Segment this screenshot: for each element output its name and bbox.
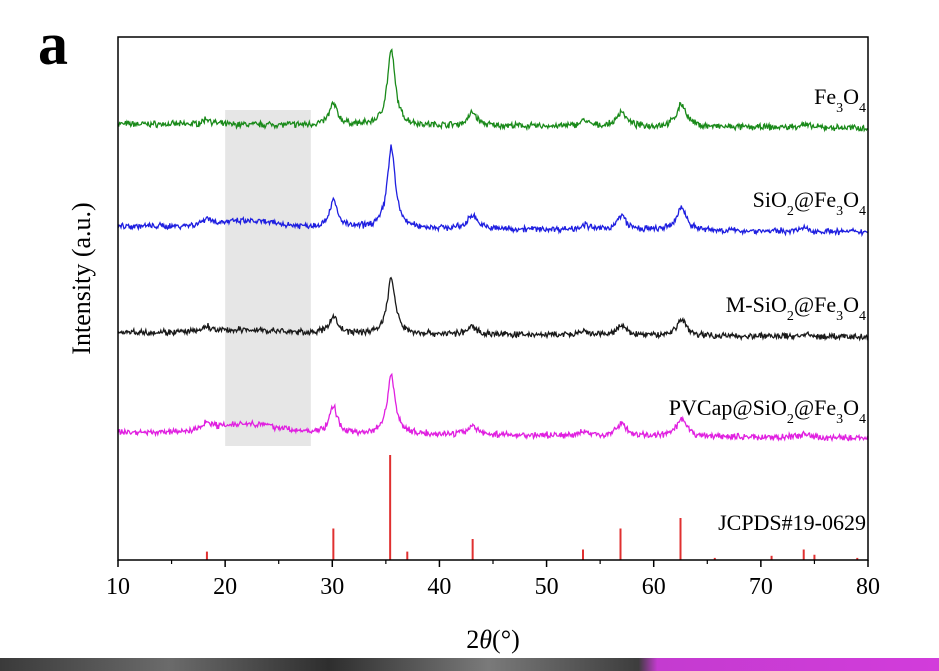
series-trace-2 [117,144,869,238]
x-tick-label: 60 [642,574,666,600]
series-trace-1 [117,48,869,133]
x-tick-label: 70 [749,574,773,600]
x-tick-label: 20 [213,574,237,600]
series-label-2: SiO2@Fe3O4 [753,187,866,219]
reference-label: JCPDS#19-0629 [718,510,866,535]
series-label-3: M-SiO2@Fe3O4 [726,292,866,324]
series-label-4: PVCap@SiO2@Fe3O4 [669,395,866,427]
x-tick-label: 50 [535,574,559,600]
x-tick-label: 40 [427,574,451,600]
series-trace-4 [117,372,869,443]
series-trace-3 [117,276,869,342]
panel-label: a [38,11,68,77]
x-axis-label: 2θ(°) [466,625,520,654]
bottom-image-strip [0,658,939,671]
x-tick-label: 10 [106,574,130,600]
x-tick-label: 80 [856,574,880,600]
y-axis-label: Intensity (a.u.) [67,202,96,354]
series-label-1: Fe3O4 [814,84,866,116]
shaded-region [225,110,311,446]
x-tick-label: 30 [320,574,344,600]
